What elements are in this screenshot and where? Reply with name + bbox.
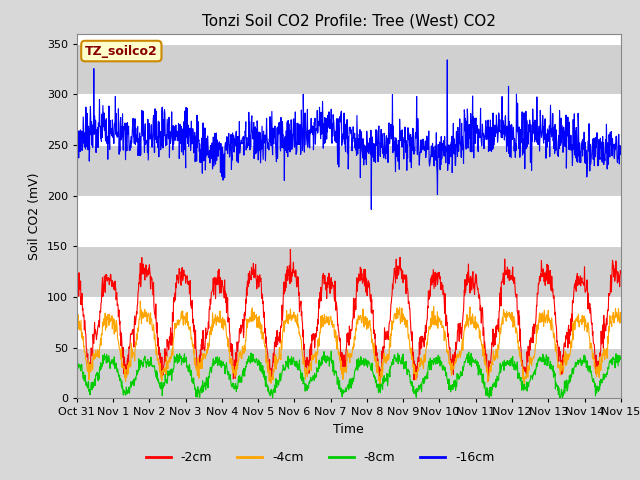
Text: TZ_soilco2: TZ_soilco2 [85,45,157,58]
Y-axis label: Soil CO2 (mV): Soil CO2 (mV) [28,172,41,260]
X-axis label: Time: Time [333,423,364,436]
Title: Tonzi Soil CO2 Profile: Tree (West) CO2: Tonzi Soil CO2 Profile: Tree (West) CO2 [202,13,496,28]
Bar [77,44,621,95]
Bar [77,145,621,196]
Legend: -2cm, -4cm, -8cm, -16cm: -2cm, -4cm, -8cm, -16cm [141,446,499,469]
Bar [77,348,621,398]
Bar [77,246,621,297]
